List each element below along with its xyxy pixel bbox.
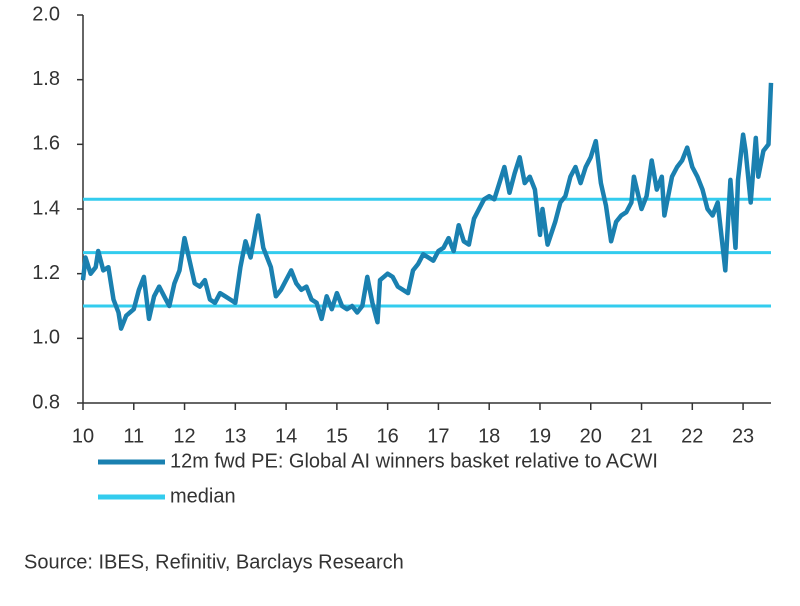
y-tick-label: 0.8 bbox=[32, 391, 60, 413]
x-tick-label: 17 bbox=[427, 425, 449, 447]
y-tick-label: 1.0 bbox=[32, 327, 60, 349]
x-tick-label: 20 bbox=[580, 425, 602, 447]
x-tick-label: 18 bbox=[478, 425, 500, 447]
x-tick-label: 22 bbox=[681, 425, 703, 447]
x-tick-label: 10 bbox=[72, 425, 94, 447]
legend-label: median bbox=[170, 485, 236, 507]
source-note: Source: IBES, Refinitiv, Barclays Resear… bbox=[24, 551, 404, 573]
x-tick-label: 15 bbox=[326, 425, 348, 447]
data-line bbox=[80, 82, 774, 331]
legend-label: 12m fwd PE: Global AI winners basket rel… bbox=[170, 450, 658, 472]
y-tick-label: 1.8 bbox=[32, 68, 60, 90]
x-tick-label: 12 bbox=[173, 425, 195, 447]
x-tick-label: 14 bbox=[275, 425, 297, 447]
x-tick-label: 11 bbox=[123, 425, 144, 447]
x-tick-label: 23 bbox=[732, 425, 754, 447]
x-tick-label: 16 bbox=[377, 425, 399, 447]
x-tick-label: 19 bbox=[529, 425, 551, 447]
x-tick-label: 21 bbox=[630, 425, 652, 447]
y-tick-label: 1.6 bbox=[32, 133, 60, 155]
y-tick-label: 2.0 bbox=[32, 3, 60, 25]
y-tick-label: 1.4 bbox=[32, 197, 60, 219]
y-tick-label: 1.2 bbox=[32, 262, 60, 284]
x-tick-label: 13 bbox=[224, 425, 246, 447]
